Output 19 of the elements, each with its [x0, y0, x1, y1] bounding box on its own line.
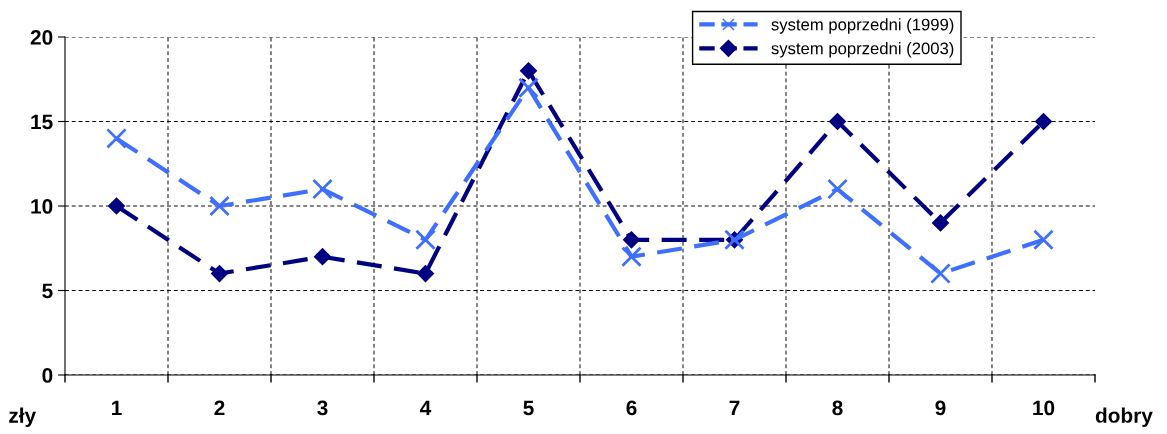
y-tick-label: 15 [31, 114, 53, 130]
x-tick-label: 10 [1033, 400, 1055, 416]
x-tick-label: 4 [420, 400, 432, 416]
x-tick-label: 1 [112, 400, 122, 416]
x-tick-label: 8 [832, 400, 843, 416]
x-tick-label: 3 [317, 400, 328, 416]
y-tick-label: 20 [30, 30, 53, 45]
x-tick-label: 7 [729, 400, 740, 416]
y-tick-label: 0 [42, 368, 53, 383]
x-tick-label: 5 [523, 400, 534, 416]
legend-label: system poprzedni (1999) [771, 18, 954, 34]
text: zły [9, 407, 37, 427]
text: dobry [1095, 407, 1153, 427]
x-tick-label: 2 [214, 400, 225, 416]
x-tick-label: 9 [935, 400, 946, 416]
legend-label: system poprzedni (2003) [771, 42, 954, 58]
y-tick-label: 10 [31, 199, 53, 214]
y-tick-label: 5 [42, 283, 53, 299]
x-tick-label: 6 [626, 400, 637, 416]
